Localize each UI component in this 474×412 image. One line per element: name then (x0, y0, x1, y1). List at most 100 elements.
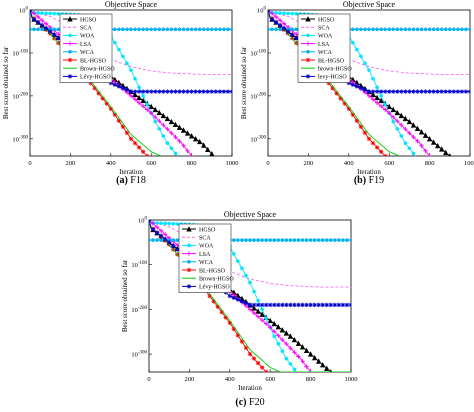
series-marker (181, 27, 186, 32)
series-marker (296, 354, 301, 359)
series-marker (117, 27, 121, 32)
series-marker (338, 96, 343, 101)
series-marker (284, 356, 289, 361)
series-marker (151, 238, 155, 242)
series-marker (149, 220, 152, 223)
series-marker (415, 138, 420, 144)
series-marker (259, 302, 265, 308)
series-marker (403, 27, 408, 32)
chart-panel-2: Objective Space 0 200 400 600 800 100(100 10-10… (240, 0, 474, 186)
series-marker (281, 26, 287, 31)
legend-entry: LSA (318, 42, 330, 48)
series-marker (337, 238, 341, 242)
series-marker (263, 369, 269, 372)
series-marker (154, 224, 160, 230)
x-tick-label: 400 (225, 376, 235, 383)
series-marker (171, 243, 176, 249)
series-marker (386, 103, 392, 110)
series-marker (175, 247, 180, 252)
series-marker (276, 341, 281, 346)
series-marker (278, 11, 282, 15)
series-marker (375, 27, 379, 32)
x-axis-label: Iteration (119, 168, 143, 176)
y-tick-label: 10-200 (250, 92, 266, 100)
series-marker (251, 310, 257, 316)
series-marker (349, 238, 351, 242)
series-marker (215, 304, 220, 309)
x-tick-label: 600 (265, 376, 275, 383)
series-marker (92, 85, 97, 91)
series-marker (133, 76, 137, 81)
series-marker (100, 96, 105, 101)
legend-marker (305, 57, 311, 63)
series-marker (167, 240, 172, 245)
legend-entry: LSA (80, 42, 92, 48)
series-marker (247, 307, 253, 312)
series-marker (439, 27, 444, 32)
series-marker (463, 89, 469, 94)
series-marker (431, 27, 436, 32)
y-tick-label: 100 (138, 217, 148, 225)
series-marker (260, 307, 264, 312)
series-marker (129, 27, 133, 32)
legend-entry: WCA (199, 260, 214, 266)
legend-entry: WOA (318, 34, 333, 40)
series-marker (284, 341, 289, 347)
series-marker (284, 302, 289, 308)
series-marker (185, 148, 190, 154)
series-marker (153, 119, 158, 124)
series-marker (315, 358, 322, 364)
series-marker (358, 124, 364, 129)
series-marker (30, 27, 32, 32)
series-marker (387, 27, 392, 32)
x-tick-label: 800 (306, 376, 316, 383)
series-marker (303, 347, 310, 354)
series-marker (411, 27, 416, 32)
series-marker (272, 302, 277, 308)
legend-marker (305, 16, 311, 22)
series-marker (467, 89, 470, 94)
series-marker (350, 40, 355, 45)
plot-frame (267, 9, 471, 157)
panel-caption: (b) F19 (354, 175, 384, 186)
series-marker (378, 149, 384, 154)
legend-entry: BL-HGSO (80, 58, 107, 64)
series-marker (308, 238, 313, 242)
series-marker (290, 11, 295, 16)
legend-entry: WCA (80, 50, 95, 56)
series-marker (259, 365, 265, 370)
series-marker (399, 134, 404, 138)
series-marker (419, 143, 424, 148)
series-marker (431, 89, 436, 94)
series-marker (263, 302, 269, 308)
series-marker (274, 11, 278, 15)
series-marker (255, 360, 261, 366)
series-marker (201, 89, 206, 94)
y-tick-label: 100 (257, 7, 267, 15)
x-tick-label: 400 (106, 160, 116, 167)
series-marker (398, 112, 405, 119)
series-marker (222, 27, 226, 32)
series-marker (251, 356, 257, 361)
series-marker (387, 110, 392, 116)
series-marker (328, 302, 333, 308)
y-tick-label: 100 (19, 7, 29, 15)
series-marker (30, 10, 33, 13)
series-marker (125, 61, 129, 66)
panel-caption: (c) F20 (235, 397, 264, 408)
series-marker (294, 11, 299, 16)
series-marker (280, 238, 285, 242)
series-marker (316, 302, 321, 308)
series-marker (162, 236, 168, 242)
series-marker (378, 89, 384, 94)
series-marker (288, 302, 293, 308)
series-marker (197, 89, 202, 94)
x-tick-label: 200 (66, 160, 76, 167)
series-marker (391, 119, 396, 124)
series-marker (367, 27, 371, 32)
series-marker (374, 100, 380, 105)
x-axis-label: Iteration (357, 168, 381, 176)
legend-entry: Brown-HGSO (80, 67, 115, 73)
series-marker (207, 293, 212, 299)
series-marker (379, 27, 383, 32)
